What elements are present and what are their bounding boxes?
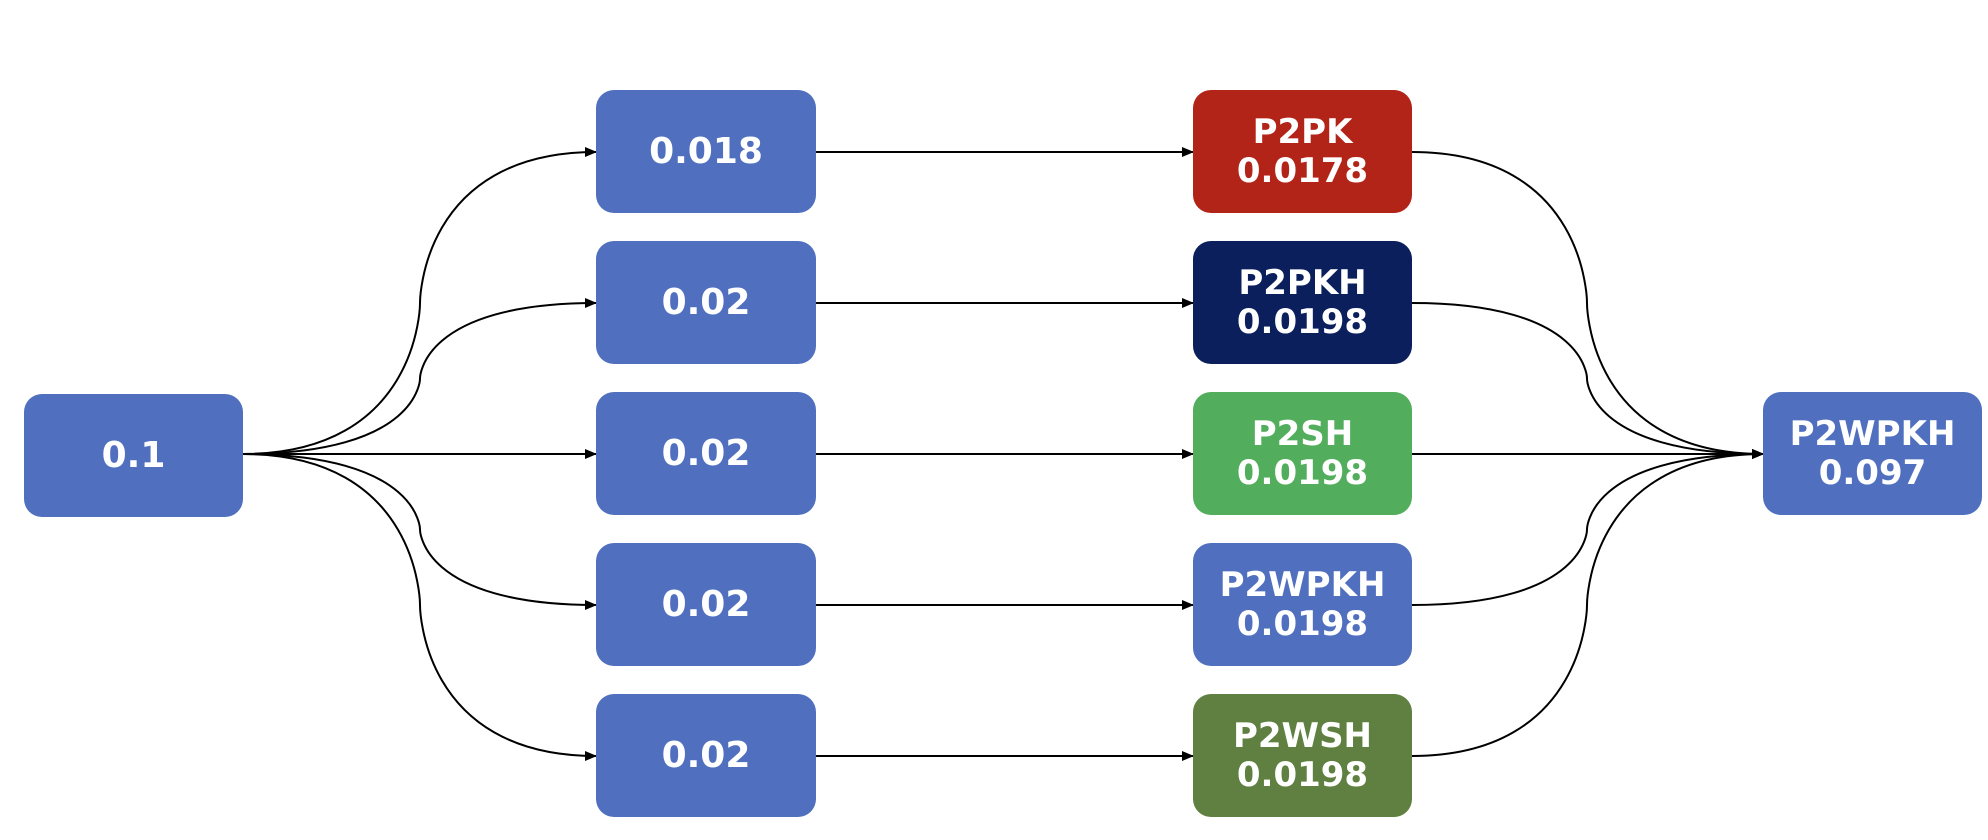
output-value: 0.0198	[1236, 754, 1369, 795]
edge-output-to-target	[1411, 449, 1764, 606]
split-label: 0.02	[661, 734, 751, 776]
output-type: P2PKH	[1238, 262, 1367, 303]
split-label: 0.02	[661, 432, 751, 474]
edge-source-to-split	[242, 147, 597, 455]
edge-source-to-split	[242, 298, 597, 455]
target-value: 0.097	[1818, 452, 1927, 493]
target-node: P2WPKH 0.097	[1763, 392, 1982, 515]
edge-output-to-target	[1411, 302, 1764, 459]
output-node-p2wpkh: P2WPKH 0.0198	[1193, 543, 1412, 666]
split-node: 0.018	[596, 90, 816, 213]
output-node-p2sh: P2SH 0.0198	[1193, 392, 1412, 515]
output-value: 0.0178	[1236, 150, 1369, 191]
output-node-p2pk: P2PK 0.0178	[1193, 90, 1412, 213]
output-value: 0.0198	[1236, 301, 1369, 342]
output-type: P2WPKH	[1219, 564, 1386, 605]
split-label: 0.02	[661, 281, 751, 323]
split-node: 0.02	[596, 543, 816, 666]
target-type: P2WPKH	[1789, 413, 1956, 454]
split-node: 0.02	[596, 392, 816, 515]
output-value: 0.0198	[1236, 452, 1369, 493]
source-label: 0.1	[101, 434, 166, 476]
edge-output-to-target	[1411, 449, 1764, 757]
output-value: 0.0198	[1236, 603, 1369, 644]
split-label: 0.018	[649, 130, 763, 172]
output-node-p2pkh: P2PKH 0.0198	[1193, 241, 1412, 364]
split-node: 0.02	[596, 694, 816, 817]
edge-output-to-target	[1411, 151, 1764, 459]
split-node: 0.02	[596, 241, 816, 364]
edge-source-to-split	[242, 453, 597, 761]
split-label: 0.02	[661, 583, 751, 625]
output-type: P2WSH	[1232, 715, 1373, 756]
edge-source-to-split	[242, 453, 597, 610]
output-type: P2SH	[1251, 413, 1354, 454]
output-type: P2PK	[1252, 111, 1353, 152]
output-node-p2wsh: P2WSH 0.0198	[1193, 694, 1412, 817]
source-node: 0.1	[24, 394, 243, 517]
